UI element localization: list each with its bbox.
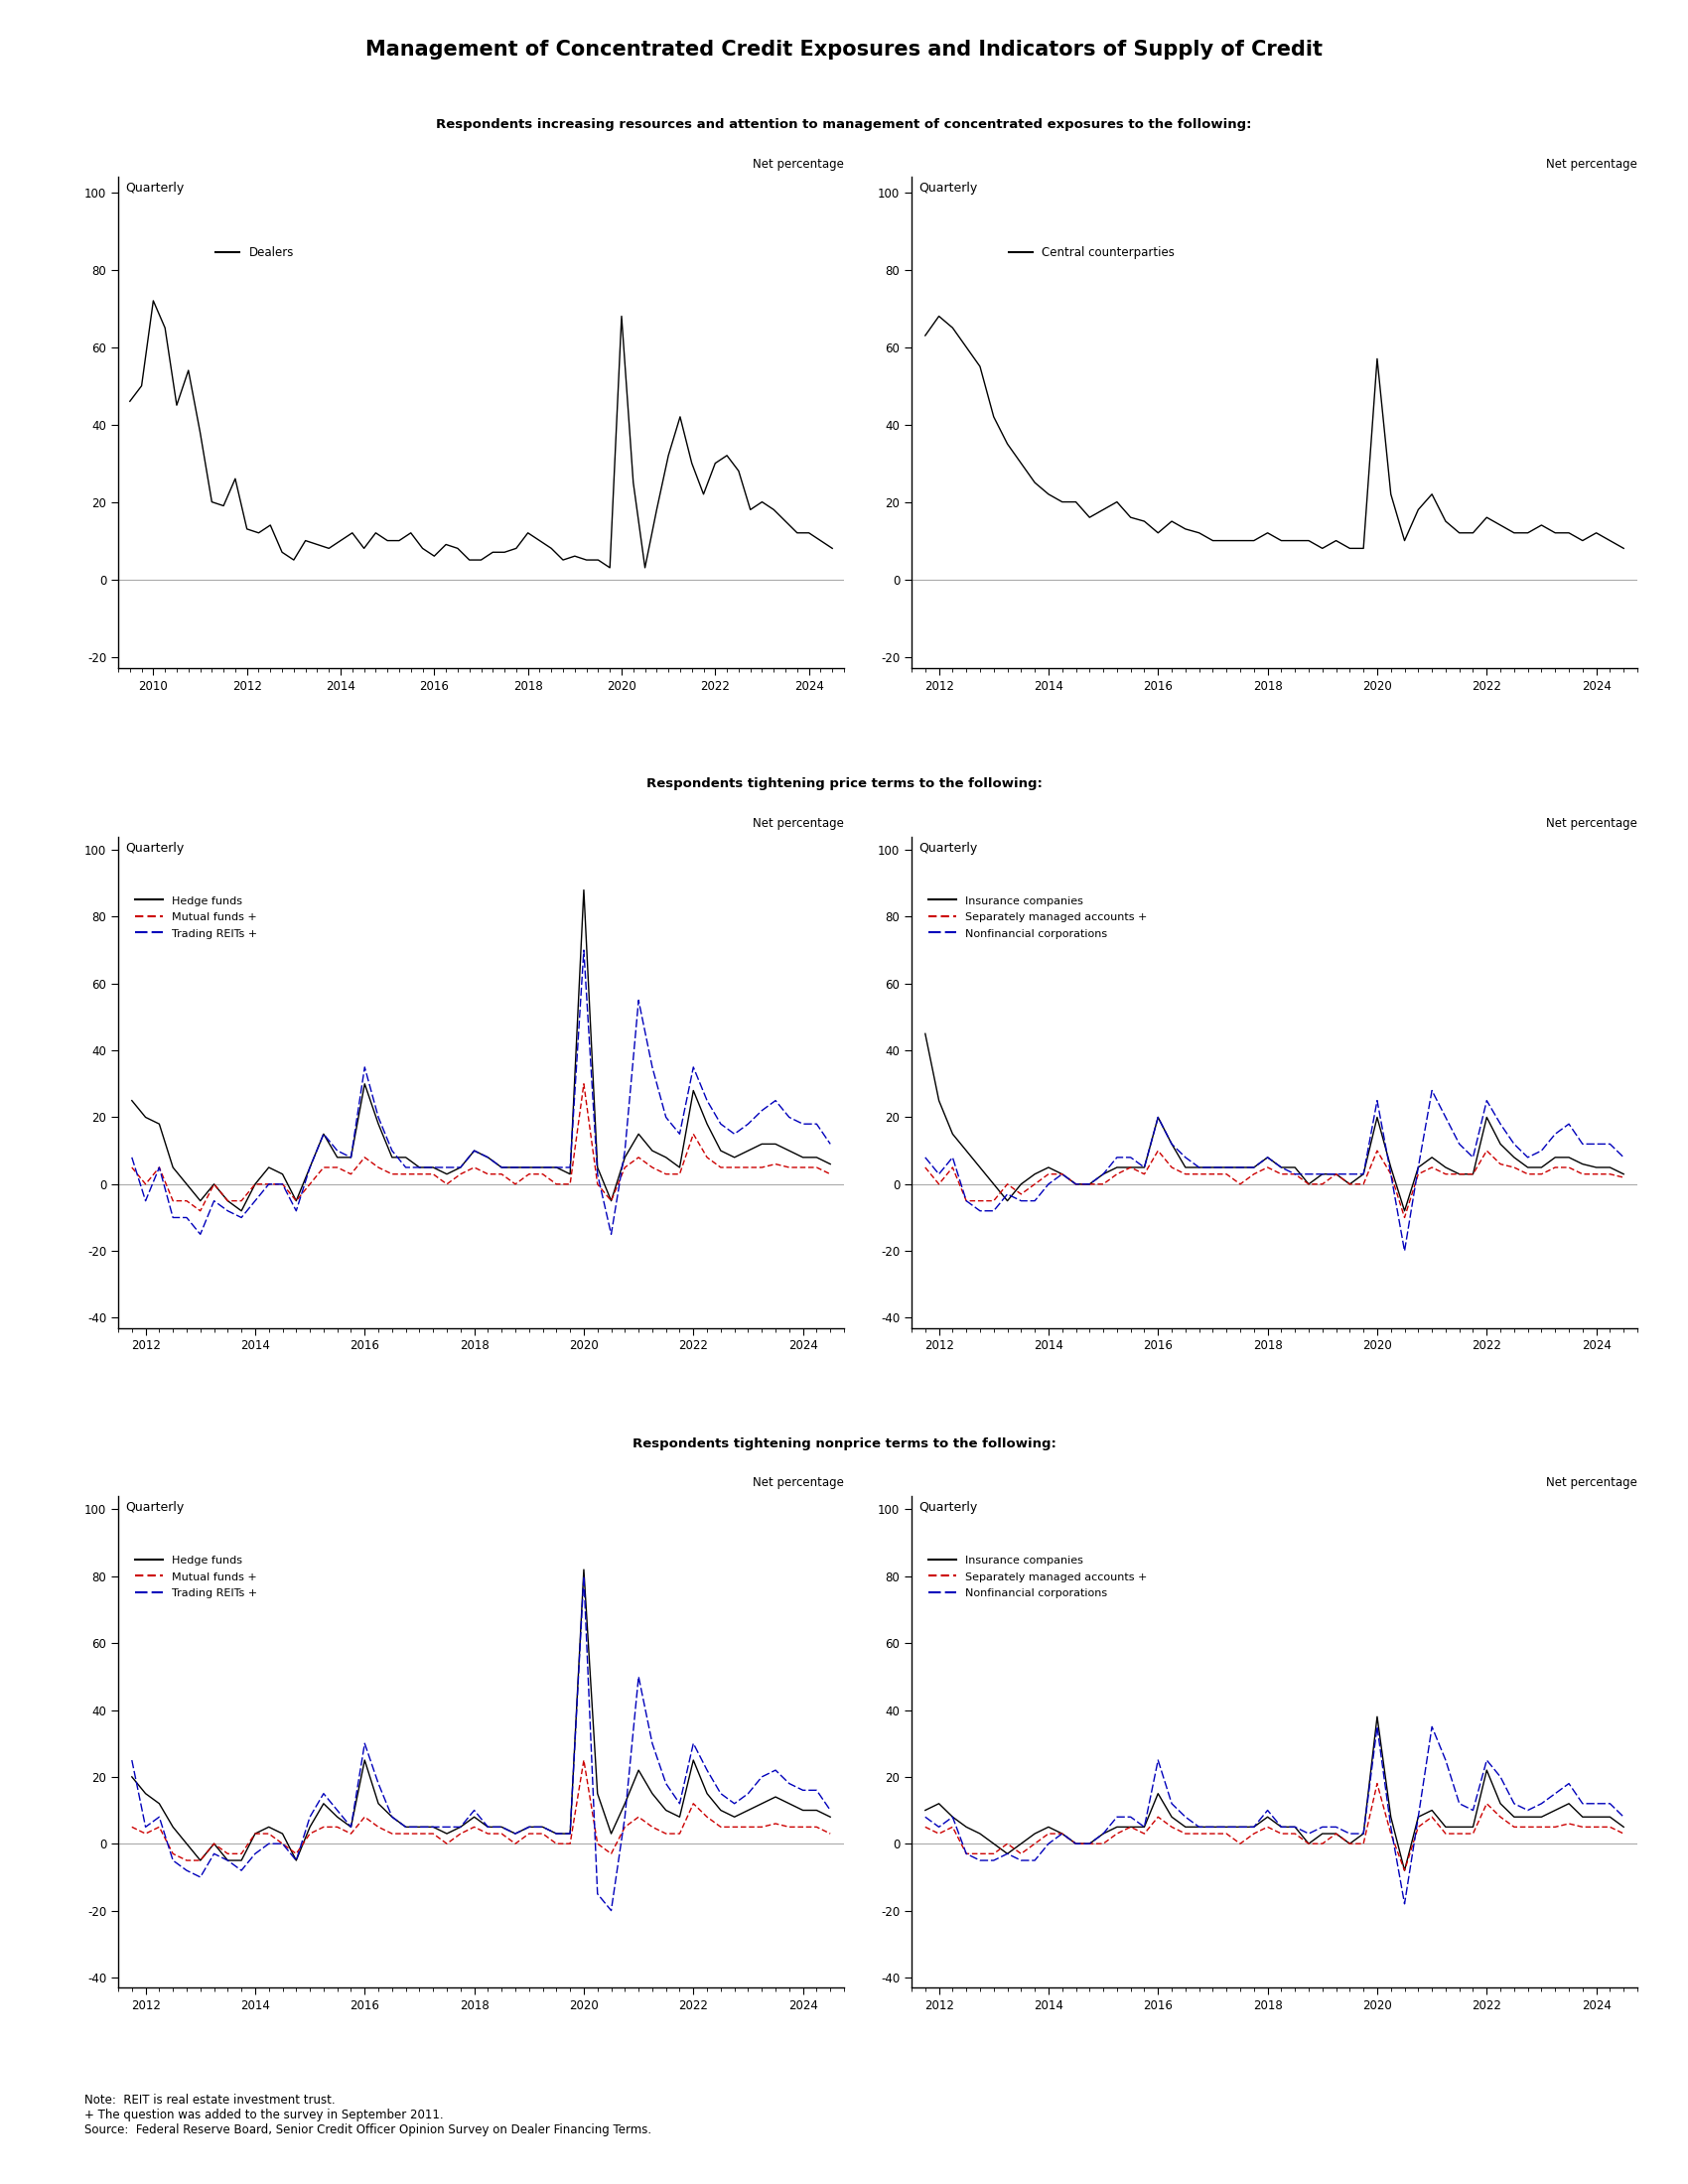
Text: Net percentage: Net percentage — [1546, 817, 1637, 830]
Legend: Insurance companies, Separately managed accounts +, Nonfinancial corporations: Insurance companies, Separately managed … — [925, 1551, 1151, 1603]
Legend: Central counterparties: Central counterparties — [1004, 242, 1180, 264]
Text: Note:  REIT is real estate investment trust.
+ The question was added to the sur: Note: REIT is real estate investment tru… — [84, 2092, 652, 2136]
Text: Respondents tightening price terms to the following:: Respondents tightening price terms to th… — [647, 778, 1041, 791]
Text: Quarterly: Quarterly — [918, 181, 977, 194]
Legend: Hedge funds, Mutual funds +, Trading REITs +: Hedge funds, Mutual funds +, Trading REI… — [132, 1551, 262, 1603]
Text: Quarterly: Quarterly — [125, 841, 184, 854]
Legend: Dealers: Dealers — [211, 242, 299, 264]
Text: Net percentage: Net percentage — [753, 157, 844, 170]
Text: Net percentage: Net percentage — [1546, 157, 1637, 170]
Text: Quarterly: Quarterly — [918, 841, 977, 854]
Text: Management of Concentrated Credit Exposures and Indicators of Supply of Credit: Management of Concentrated Credit Exposu… — [365, 39, 1323, 59]
Text: Quarterly: Quarterly — [125, 181, 184, 194]
Text: Respondents tightening nonprice terms to the following:: Respondents tightening nonprice terms to… — [631, 1437, 1057, 1450]
Text: Quarterly: Quarterly — [918, 1500, 977, 1514]
Text: Net percentage: Net percentage — [753, 1476, 844, 1489]
Text: Net percentage: Net percentage — [753, 817, 844, 830]
Text: Quarterly: Quarterly — [125, 1500, 184, 1514]
Text: Respondents increasing resources and attention to management of concentrated exp: Respondents increasing resources and att… — [436, 118, 1252, 131]
Text: Net percentage: Net percentage — [1546, 1476, 1637, 1489]
Legend: Hedge funds, Mutual funds +, Trading REITs +: Hedge funds, Mutual funds +, Trading REI… — [132, 891, 262, 943]
Legend: Insurance companies, Separately managed accounts +, Nonfinancial corporations: Insurance companies, Separately managed … — [925, 891, 1151, 943]
